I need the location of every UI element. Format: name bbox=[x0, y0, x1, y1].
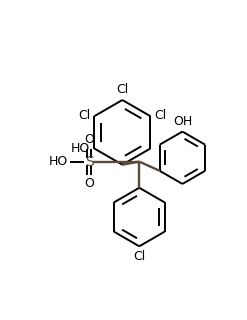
Text: Cl: Cl bbox=[133, 250, 145, 263]
Text: HO: HO bbox=[49, 155, 68, 168]
Text: O: O bbox=[84, 177, 94, 190]
Text: Cl: Cl bbox=[78, 109, 90, 122]
Text: Cl: Cl bbox=[154, 109, 166, 122]
Text: Cl: Cl bbox=[116, 83, 128, 96]
Text: HO: HO bbox=[71, 142, 90, 155]
Text: OH: OH bbox=[173, 115, 192, 128]
Text: S: S bbox=[85, 155, 94, 169]
Text: O: O bbox=[84, 133, 94, 146]
